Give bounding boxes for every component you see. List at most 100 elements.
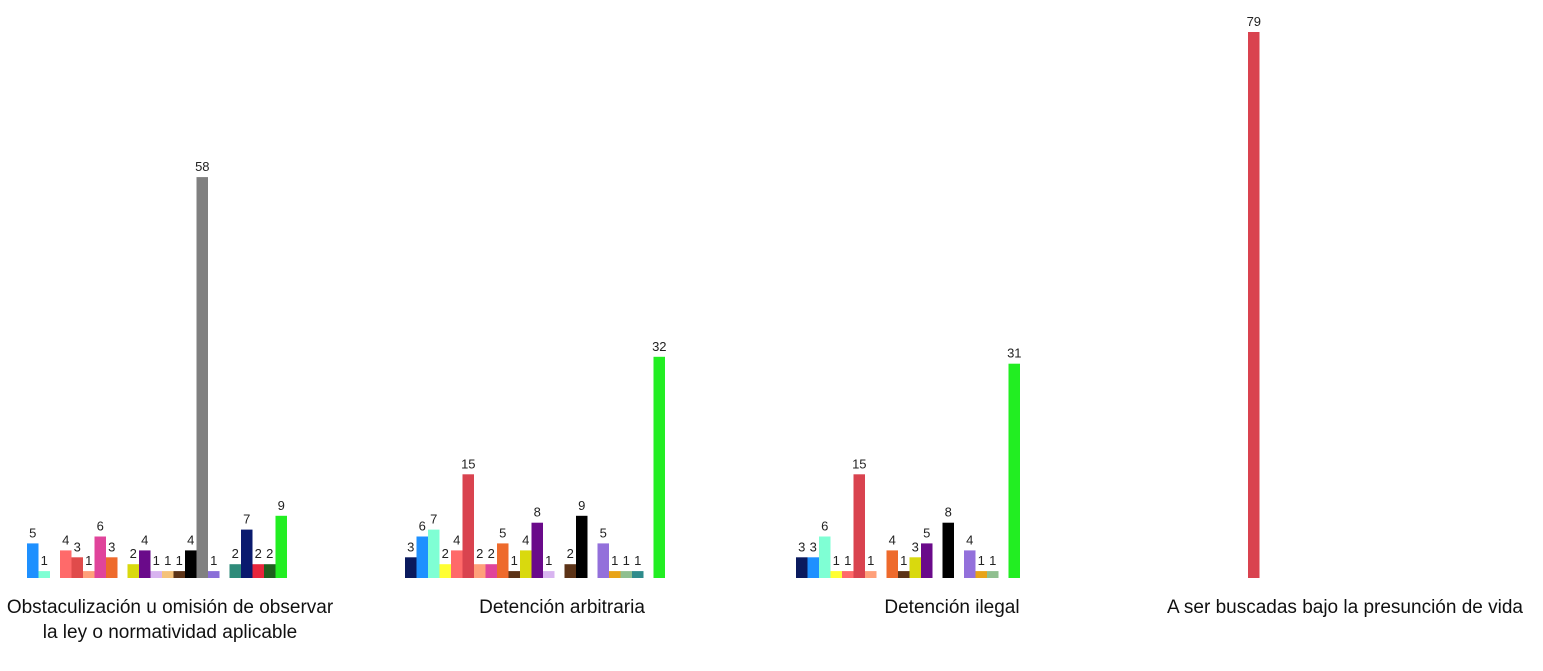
bar-c1-g0-b1 — [416, 536, 428, 578]
bar-c0-g2-b2 — [150, 571, 162, 578]
value-label-c3-g0-b0: 79 — [1247, 14, 1261, 29]
value-label-c2-g0-b5: 15 — [852, 456, 866, 471]
value-label-c1-g0-b3: 2 — [442, 546, 449, 561]
value-label-c2-g0-b1: 3 — [810, 539, 817, 554]
bar-c1-g0-b2 — [428, 529, 440, 578]
value-label-c0-g1-b0: 4 — [62, 532, 69, 547]
bar-c1-g1-b1 — [576, 515, 588, 578]
value-label-c1-g0-b5: 15 — [461, 456, 475, 471]
bar-c1-g2-b0 — [597, 543, 609, 578]
value-label-c1-g0-b4: 4 — [453, 532, 460, 547]
value-label-c1-g0-b0: 3 — [407, 539, 414, 554]
value-label-c1-g0-b9: 1 — [511, 553, 518, 568]
bar-c0-g1-b2 — [83, 571, 95, 578]
value-label-c1-g0-b7: 2 — [488, 546, 495, 561]
value-label-c1-g2-b1: 1 — [611, 553, 618, 568]
bar-c3-g0-b0 — [1248, 32, 1260, 578]
value-label-c0-g2-b0: 2 — [130, 546, 137, 561]
bar-c2-g1-b2 — [909, 557, 921, 578]
bar-c1-g2-b1 — [609, 571, 621, 578]
value-label-c0-g3-b0: 2 — [232, 546, 239, 561]
category-label-detencion-arbitraria: Detención arbitraria — [479, 597, 645, 618]
value-label-c1-g0-b2: 7 — [430, 512, 437, 527]
bar-c0-g0-b0 — [27, 543, 39, 578]
bar-c0-g3-b2 — [252, 564, 264, 578]
value-label-c1-g2-b2: 1 — [623, 553, 630, 568]
value-label-c0-g2-b2: 1 — [153, 553, 160, 568]
bar-c0-g3-b3 — [264, 564, 276, 578]
bar-c1-g0-b0 — [405, 557, 417, 578]
value-label-c2-g1-b3: 5 — [923, 525, 930, 540]
bar-c0-g3-b4 — [275, 515, 287, 578]
bar-c2-g1-b0 — [886, 550, 898, 578]
bar-c0-g2-b3 — [162, 571, 174, 578]
bar-c2-g0-b4 — [842, 571, 854, 578]
bar-c2-g0-b0 — [796, 557, 808, 578]
bar-c1-g0-b5 — [462, 474, 474, 578]
bar-c0-g2-b0 — [127, 564, 139, 578]
bar-c0-g1-b0 — [60, 550, 72, 578]
bar-c0-g3-b0 — [229, 564, 241, 578]
value-label-c0-g2-b1: 4 — [141, 532, 148, 547]
value-label-c1-g0-b8: 5 — [499, 525, 506, 540]
value-label-c2-g0-b3: 1 — [833, 553, 840, 568]
bar-c1-g0-b9 — [508, 571, 520, 578]
bar-c2-g1-b1 — [898, 571, 910, 578]
value-label-c2-g0-b4: 1 — [844, 553, 851, 568]
bar-c1-g0-b7 — [485, 564, 497, 578]
bar-c1-g0-b11 — [531, 522, 543, 578]
bar-c0-g2-b4 — [173, 571, 185, 578]
value-label-c0-g2-b3: 1 — [164, 553, 171, 568]
value-label-c1-g2-b3: 1 — [634, 553, 641, 568]
bar-c1-g0-b4 — [451, 550, 463, 578]
value-label-c0-g2-b7: 1 — [210, 553, 217, 568]
value-label-c2-g0-b2: 6 — [821, 519, 828, 534]
value-label-c1-g1-b1: 9 — [578, 498, 585, 513]
bar-c0-g1-b3 — [94, 536, 106, 578]
bar-c1-g1-b0 — [564, 564, 576, 578]
bar-c0-g0-b1 — [38, 571, 50, 578]
bar-c1-g2-b3 — [632, 571, 644, 578]
value-label-c2-g3-b1: 1 — [978, 553, 985, 568]
bar-c1-g0-b10 — [520, 550, 532, 578]
value-label-c1-g0-b6: 2 — [476, 546, 483, 561]
value-label-c2-g0-b0: 3 — [798, 539, 805, 554]
bar-c2-g0-b2 — [819, 536, 831, 578]
value-label-c0-g3-b2: 2 — [255, 546, 262, 561]
bar-c0-g2-b7 — [208, 571, 220, 578]
bar-c0-g2-b5 — [185, 550, 197, 578]
value-label-c1-g2-b0: 5 — [600, 525, 607, 540]
value-label-c1-g0-b10: 4 — [522, 532, 529, 547]
bar-c1-g0-b12 — [543, 571, 555, 578]
bar-c0-g3-b1 — [241, 529, 253, 578]
value-label-c2-g4-b0: 31 — [1007, 346, 1021, 361]
value-label-c0-g1-b3: 6 — [97, 519, 104, 534]
value-label-c1-g0-b12: 1 — [545, 553, 552, 568]
value-label-c0-g2-b5: 4 — [187, 532, 194, 547]
bar-c2-g3-b0 — [964, 550, 976, 578]
value-label-c2-g0-b6: 1 — [867, 553, 874, 568]
bar-c2-g1-b3 — [921, 543, 933, 578]
value-label-c0-g2-b6: 58 — [195, 159, 209, 174]
value-label-c2-g3-b0: 4 — [966, 532, 973, 547]
category-label-busqueda-presuncion-vida: A ser buscadas bajo la presunción de vid… — [1167, 597, 1523, 618]
value-label-c1-g3-b0: 32 — [652, 339, 666, 354]
bar-c2-g2-b0 — [942, 522, 954, 578]
bar-c2-g0-b5 — [853, 474, 865, 578]
value-label-c0-g0-b0: 5 — [29, 525, 36, 540]
bar-c1-g2-b2 — [620, 571, 632, 578]
bar-c0-g2-b1 — [139, 550, 151, 578]
bar-c2-g4-b0 — [1008, 363, 1020, 578]
value-label-c2-g2-b0: 8 — [945, 505, 952, 520]
value-label-c2-g1-b1: 1 — [900, 553, 907, 568]
value-label-c2-g1-b0: 4 — [889, 532, 896, 547]
bar-c0-g1-b1 — [71, 557, 83, 578]
bar-c1-g0-b8 — [497, 543, 509, 578]
value-label-c2-g3-b2: 1 — [989, 553, 996, 568]
value-label-c0-g3-b1: 7 — [243, 512, 250, 527]
bar-c2-g0-b1 — [807, 557, 819, 578]
bar-c2-g0-b3 — [830, 571, 842, 578]
category-label-detencion-ilegal: Detención ilegal — [884, 597, 1020, 618]
value-label-c0-g1-b2: 1 — [85, 553, 92, 568]
